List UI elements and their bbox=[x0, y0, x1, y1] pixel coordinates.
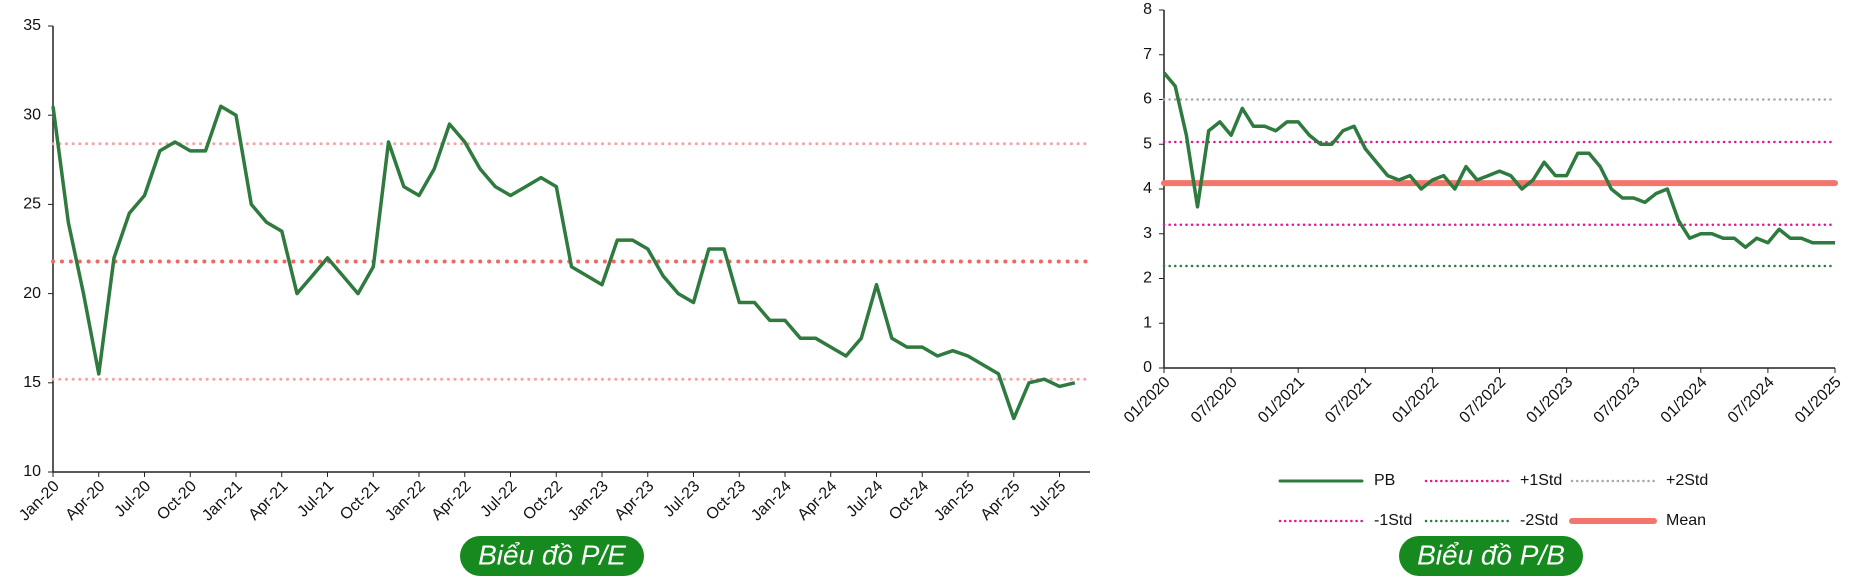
x-tick-label: 01/2025 bbox=[1792, 374, 1845, 427]
y-tick-label: 2 bbox=[1143, 270, 1152, 287]
y-tick-label: 30 bbox=[23, 106, 41, 123]
x-tick-label: Oct-23 bbox=[703, 478, 749, 524]
y-tick-label: 7 bbox=[1143, 46, 1152, 63]
y-tick-label: 35 bbox=[23, 17, 41, 34]
y-tick-label: 5 bbox=[1143, 135, 1152, 152]
y-tick-label: 20 bbox=[23, 285, 41, 302]
x-tick-label: Apr-23 bbox=[612, 478, 658, 524]
x-tick-label: 07/2021 bbox=[1322, 374, 1375, 427]
x-tick-label: Apr-25 bbox=[978, 478, 1024, 524]
caption: Biểu đồ P/E bbox=[478, 539, 626, 570]
x-tick-label: Jan-22 bbox=[382, 478, 429, 525]
x-tick-label: Apr-20 bbox=[63, 478, 109, 524]
x-tick-label: Jan-25 bbox=[931, 478, 978, 525]
x-tick-label: Apr-24 bbox=[795, 478, 841, 524]
x-tick-label: Jan-20 bbox=[16, 478, 63, 525]
x-tick-label: Oct-22 bbox=[520, 478, 566, 524]
x-tick-label: 01/2021 bbox=[1255, 374, 1308, 427]
x-tick-label: 07/2023 bbox=[1591, 374, 1644, 427]
x-tick-label: Oct-20 bbox=[154, 478, 200, 524]
legend-label: -2Std bbox=[1520, 512, 1558, 529]
x-tick-label: Jul-22 bbox=[477, 478, 520, 521]
x-tick-label: 01/2023 bbox=[1523, 374, 1576, 427]
x-tick-label: Jul-23 bbox=[660, 478, 703, 521]
caption: Biểu đồ P/B bbox=[1417, 539, 1565, 570]
x-tick-label: 01/2022 bbox=[1389, 374, 1442, 427]
y-tick-label: 15 bbox=[23, 374, 41, 391]
legend-label: Mean bbox=[1666, 512, 1706, 529]
series-line bbox=[1162, 71, 1835, 249]
x-tick-label: Apr-21 bbox=[246, 478, 292, 524]
y-tick-label: 8 bbox=[1143, 1, 1152, 18]
x-tick-label: Jul-20 bbox=[111, 478, 154, 521]
x-tick-label: Jul-24 bbox=[843, 478, 886, 521]
x-tick-label: 01/2020 bbox=[1121, 374, 1174, 427]
x-tick-label: Oct-21 bbox=[337, 478, 383, 524]
series-line bbox=[51, 104, 1076, 421]
x-tick-label: Jul-21 bbox=[294, 478, 337, 521]
x-tick-label: 07/2020 bbox=[1188, 374, 1241, 427]
x-tick-label: 07/2024 bbox=[1725, 374, 1778, 427]
x-tick-label: Jul-25 bbox=[1026, 478, 1069, 521]
x-tick-label: Jan-23 bbox=[565, 478, 612, 525]
x-tick-label: Apr-22 bbox=[429, 478, 475, 524]
x-tick-label: Jan-24 bbox=[748, 478, 795, 525]
y-tick-label: 10 bbox=[23, 463, 41, 480]
x-tick-label: Jan-21 bbox=[199, 478, 246, 525]
y-tick-label: 6 bbox=[1143, 91, 1152, 108]
legend-label: +2Std bbox=[1666, 472, 1708, 489]
x-tick-label: 07/2022 bbox=[1456, 374, 1509, 427]
x-tick-label: 01/2024 bbox=[1658, 374, 1711, 427]
y-tick-label: 3 bbox=[1143, 225, 1152, 242]
legend-label: +1Std bbox=[1520, 472, 1562, 489]
caption-badge bbox=[460, 536, 644, 576]
y-tick-label: 0 bbox=[1143, 359, 1152, 376]
y-tick-label: 1 bbox=[1143, 314, 1152, 331]
caption-badge bbox=[1399, 536, 1583, 576]
legend-label: -1Std bbox=[1374, 512, 1412, 529]
y-tick-label: 25 bbox=[23, 196, 41, 213]
y-tick-label: 4 bbox=[1143, 180, 1152, 197]
legend-label: PB bbox=[1374, 472, 1395, 489]
x-tick-label: Oct-24 bbox=[886, 478, 932, 524]
